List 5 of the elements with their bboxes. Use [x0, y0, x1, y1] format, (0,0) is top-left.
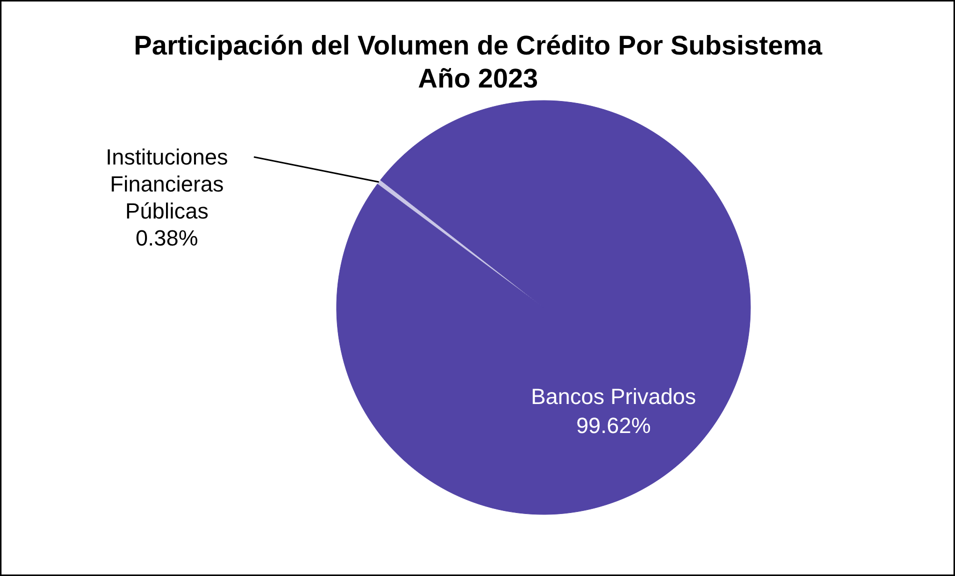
data-label: 0.38%	[136, 226, 198, 251]
slice-label: Instituciones Financieras Públicas	[106, 144, 228, 224]
data-label: 99.62%	[576, 413, 651, 438]
slice-label: Bancos Privados	[530, 384, 696, 409]
chart-title: Participación del Volumen de Crédito Por Subsistema Año 2023	[134, 30, 824, 94]
